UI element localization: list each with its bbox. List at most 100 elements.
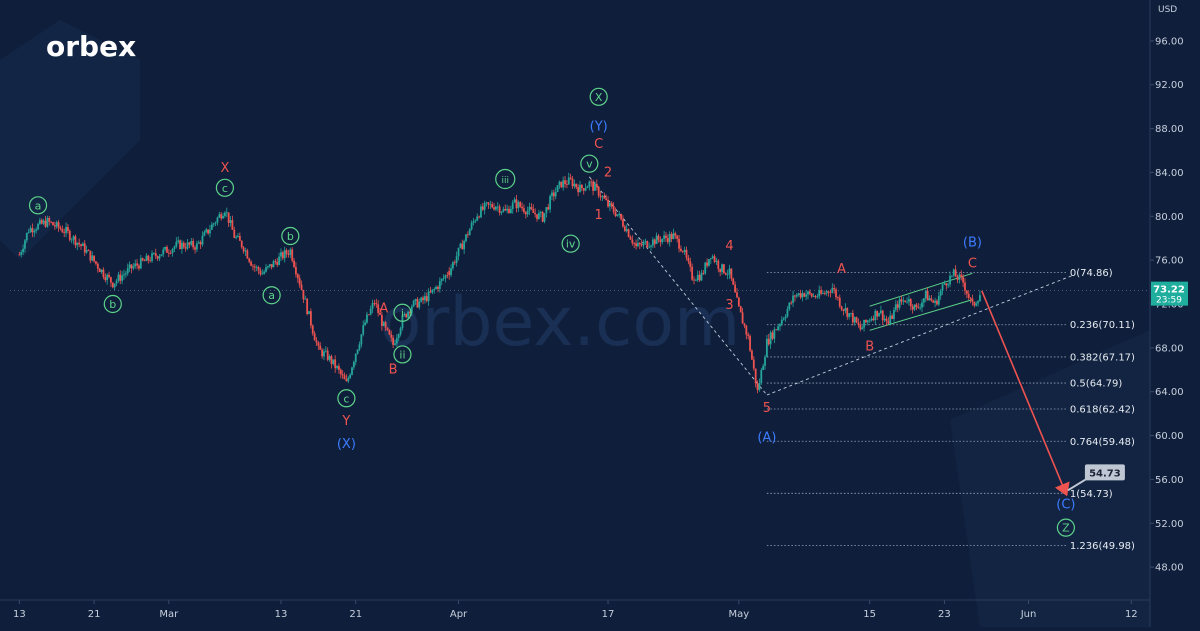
candle-body [438, 281, 441, 289]
candle-body [83, 243, 86, 253]
candle-body [644, 241, 647, 243]
candle-body [590, 181, 593, 183]
x-tick-label: Mar [159, 609, 179, 620]
candle-body [840, 306, 843, 310]
candle-body [495, 206, 497, 210]
candle-body [526, 210, 529, 215]
wave-label-circle [281, 226, 300, 246]
candle-body [248, 258, 251, 262]
candle-body [945, 283, 948, 286]
candle-body [255, 267, 258, 268]
candle-body [423, 296, 426, 301]
candle-body [195, 243, 198, 250]
candle-body [951, 275, 953, 277]
candle-body [33, 230, 36, 233]
brand-name-prefix: orbe [46, 30, 119, 63]
candle-body [323, 351, 325, 357]
candle-body [782, 318, 785, 320]
candle-body [225, 212, 228, 214]
candle-body [511, 202, 514, 210]
candle-body [366, 314, 368, 323]
candle-body [633, 243, 636, 244]
candle-body [851, 312, 854, 323]
candle-body [752, 359, 755, 369]
candle-body [812, 296, 815, 297]
candle-body [648, 246, 651, 248]
candle-body [878, 313, 880, 317]
candle-body [339, 369, 342, 375]
candle-body [603, 196, 606, 199]
candle-body [891, 315, 893, 319]
candle-body [115, 280, 118, 284]
candle-body [657, 235, 660, 240]
candle-body [139, 258, 142, 269]
candle-body [564, 180, 566, 185]
candle-body [848, 313, 851, 317]
candle-body [392, 337, 395, 345]
candle-body [964, 282, 966, 291]
candle-body [113, 283, 116, 288]
candle-body [124, 273, 127, 275]
candle-body [693, 279, 695, 281]
y-tick-label: 60.00 [1155, 431, 1184, 442]
candle-body [528, 206, 531, 211]
candle-body [304, 298, 307, 300]
candlesticks [18, 172, 981, 394]
candle-body [700, 272, 703, 281]
candle-body [326, 350, 329, 360]
candle-body [381, 314, 383, 326]
candle-body [291, 249, 294, 261]
candle-body [306, 298, 309, 315]
candle-body [868, 320, 871, 322]
candle-body [810, 293, 813, 297]
candle-body [622, 219, 624, 227]
candle-body [894, 304, 897, 310]
candle-body [893, 309, 895, 319]
target-callout-pointer [1067, 478, 1087, 492]
candle-body [466, 234, 469, 236]
candle-body [375, 303, 378, 305]
candle-body [676, 235, 679, 239]
candle-body [192, 241, 195, 248]
candle-body [24, 240, 26, 249]
candle-body [592, 182, 594, 191]
candle-body [881, 310, 884, 321]
wave-label-circle [580, 154, 599, 173]
candle-body [149, 260, 152, 262]
candle-body [885, 318, 888, 322]
y-tick-label: 48.00 [1155, 563, 1184, 574]
x-tick-label: 23 [938, 609, 951, 620]
fib-level-label: 0(74.86) [1070, 268, 1113, 279]
candle-body [50, 221, 53, 223]
candle-body [586, 186, 589, 189]
candle-body [91, 255, 94, 261]
candle-body [584, 188, 587, 191]
candle-body [571, 178, 574, 187]
candle-body [696, 274, 699, 280]
candle-body [440, 278, 443, 282]
candle-body [610, 203, 613, 207]
candle-body [160, 254, 163, 257]
candle-body [190, 241, 193, 245]
candle-body [313, 333, 316, 341]
candle-body [694, 279, 697, 281]
candle-body [934, 300, 936, 303]
wave-label: ii [399, 348, 405, 361]
candle-body [816, 296, 819, 298]
wave-label: B [865, 340, 874, 355]
candle-body [653, 239, 656, 245]
candle-body [280, 252, 282, 257]
candle-body [623, 226, 626, 232]
candle-body [435, 286, 437, 289]
candle-body [663, 235, 665, 239]
candle-body [465, 234, 467, 242]
candle-body [166, 246, 168, 253]
candle-body [203, 232, 206, 236]
candle-body [121, 275, 124, 281]
wave-label: 4 [725, 239, 733, 254]
candle-body [958, 274, 961, 280]
x-tick-label: 12 [1125, 609, 1138, 620]
